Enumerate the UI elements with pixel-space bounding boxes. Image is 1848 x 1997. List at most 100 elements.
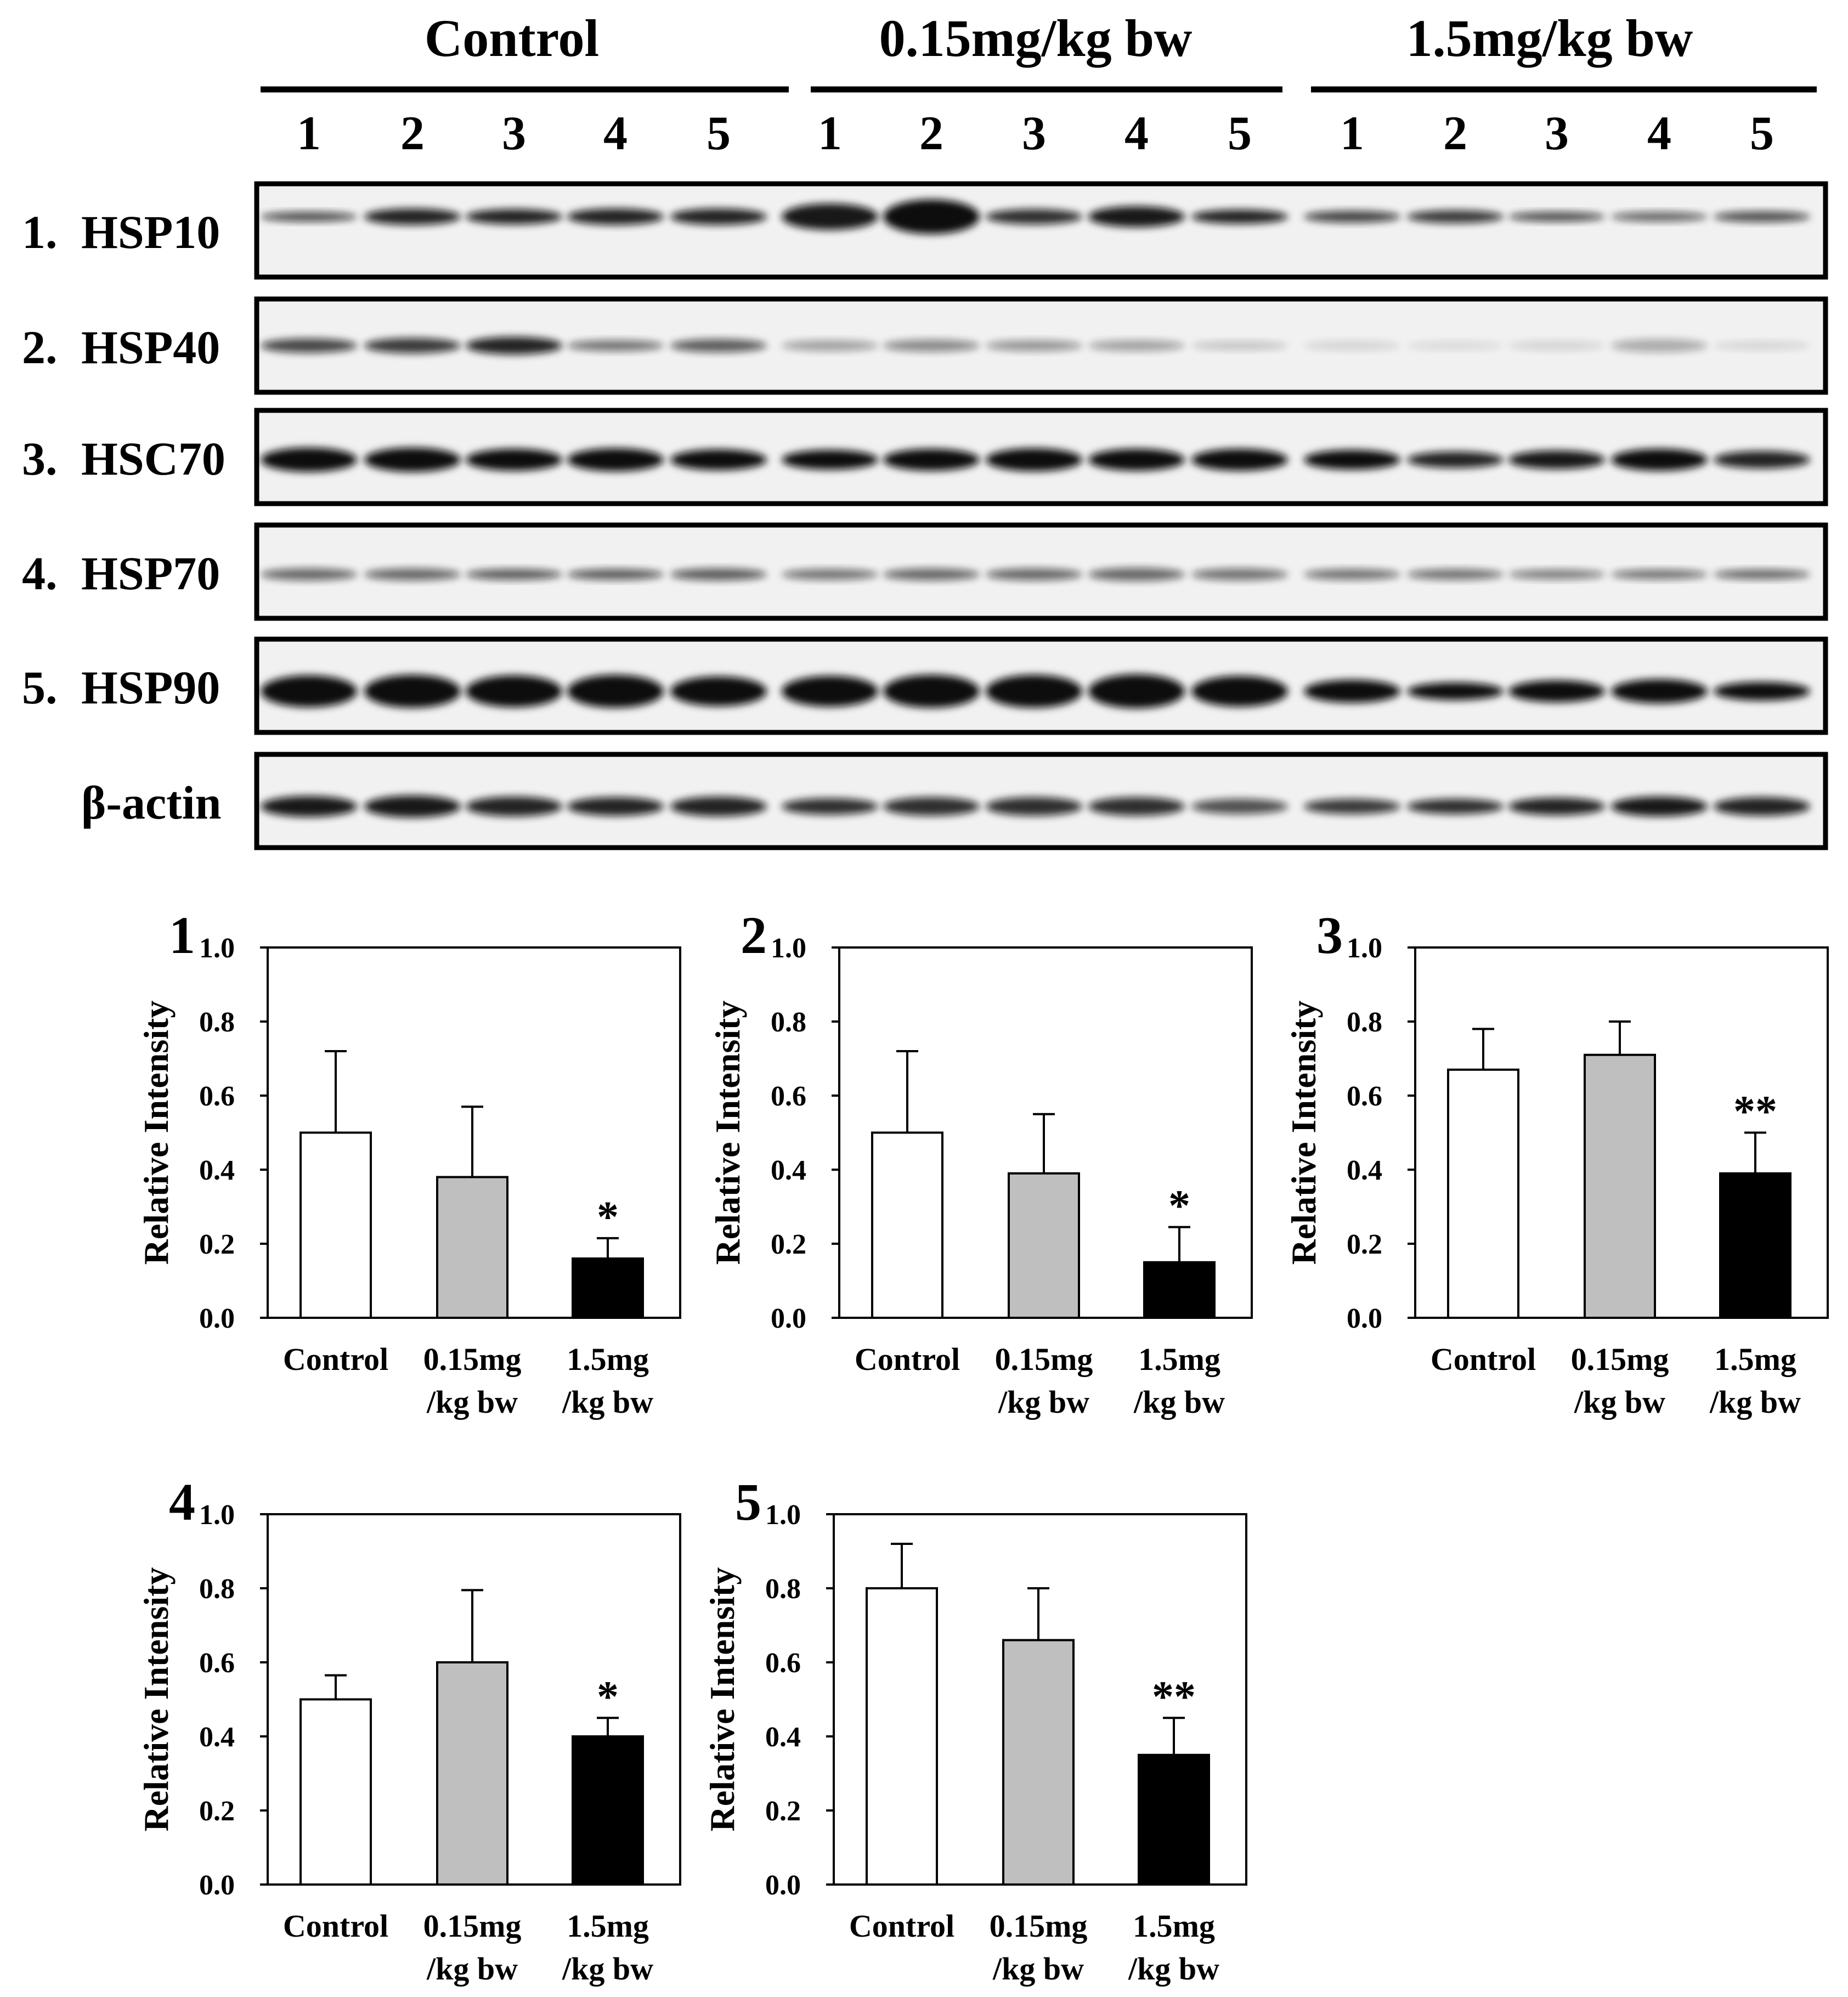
blot-band (986, 797, 1082, 816)
blot-band (670, 676, 767, 706)
lane-number: 1 (818, 107, 842, 160)
blot-band (364, 675, 461, 708)
lane-number: 4 (603, 107, 628, 160)
category-label: /kg bw (426, 1951, 518, 1987)
lane-number: 2 (400, 107, 425, 160)
lane-number: 4 (1647, 107, 1671, 160)
y-tick-label: 0.8 (771, 1007, 806, 1038)
y-axis-label: Relative Intensity (137, 1567, 176, 1832)
bar (436, 1176, 508, 1319)
bar (1143, 1261, 1216, 1319)
blot-row-label: β-actin (81, 776, 221, 829)
blot-band (364, 568, 461, 580)
lane-number: 1 (297, 107, 321, 160)
blot-band (883, 675, 980, 708)
blot-band (1191, 210, 1288, 224)
blot-band (1508, 569, 1605, 579)
blot-band (1191, 449, 1288, 471)
blot-row-number: 5. (22, 661, 58, 714)
blot-band (466, 449, 562, 471)
blot-band (986, 340, 1082, 351)
blot-band (1611, 339, 1708, 352)
chart-panel-4: 4 Relative Intensity 0.0 0.2 0.4 0.6 0.8 1.0 Con… (137, 1473, 681, 1987)
blot-row: 4. HSP70 (22, 522, 1828, 621)
blot-row-number: 1. (22, 206, 58, 258)
y-tick-label: 0.0 (765, 1870, 801, 1901)
blot-band (782, 204, 878, 230)
y-axis-label: Relative Intensity (137, 1001, 176, 1265)
blot-band (986, 675, 1082, 708)
blot-band (1508, 680, 1605, 702)
lane-number: 2 (919, 107, 943, 160)
blot-band (1304, 799, 1400, 814)
category-label: /kg bw (1574, 1384, 1665, 1420)
category-label: 1.5mg (1138, 1341, 1220, 1377)
blot-band (567, 797, 664, 816)
blot-band (1088, 206, 1185, 227)
significance-marker: * (597, 1193, 619, 1242)
y-tick-label: 0.4 (765, 1722, 801, 1753)
lane-number: 5 (1750, 107, 1774, 160)
blot-row-label: HSP10 (81, 206, 220, 258)
y-axis-label: Relative Intensity (1284, 1001, 1323, 1265)
blot-band (1088, 449, 1185, 471)
lane-number: 4 (1124, 107, 1149, 160)
blot-band (1611, 212, 1708, 222)
blot-rows: 1. HSP10 2. HSP40 3. HSC70 4. HSP70 5. HSP90 β-act… (22, 181, 1828, 850)
blot-band (567, 569, 664, 580)
category-label: /kg bw (1709, 1384, 1801, 1420)
blot-band (986, 568, 1082, 580)
blot-band (466, 569, 562, 580)
category-label: Control (283, 1908, 388, 1944)
y-tick-label: 0.4 (771, 1155, 806, 1186)
blot-band (670, 568, 767, 580)
category-label: Control (1431, 1341, 1536, 1377)
category-label: /kg bw (998, 1384, 1089, 1420)
category-label: /kg bw (562, 1951, 653, 1987)
blot-row: 5. HSP90 (22, 636, 1828, 735)
blot-band (1407, 341, 1504, 350)
y-tick-label: 0.8 (199, 1007, 235, 1038)
lane-number: 1 (1340, 107, 1364, 160)
blot-row-number: 2. (22, 321, 58, 374)
y-axis-label: Relative Intensity (708, 1001, 747, 1265)
blot-band (1611, 569, 1708, 579)
y-tick-label: 0.8 (765, 1573, 801, 1605)
blot-band (1191, 568, 1288, 580)
category-label: Control (855, 1341, 960, 1377)
y-tick-label: 1.0 (199, 933, 235, 964)
lane-number: 5 (1228, 107, 1252, 160)
chart-panel-2: 2 Relative Intensity 0.0 0.2 0.4 0.6 0.8 1.0 Con… (708, 906, 1253, 1420)
category-label: Control (849, 1908, 954, 1944)
panel-number: 5 (735, 1473, 761, 1531)
blot-band (782, 798, 878, 815)
y-tick-label: 0.4 (199, 1155, 235, 1186)
blot-band (782, 676, 878, 707)
blot-band (261, 339, 357, 353)
panel-number: 3 (1316, 906, 1343, 964)
blot-band (1088, 674, 1185, 708)
blot-band (567, 340, 664, 351)
blot-band (1714, 451, 1810, 469)
blot-band (364, 338, 461, 353)
blot-row-label: HSC70 (81, 432, 225, 485)
blot-band (1304, 211, 1400, 223)
y-tick-label: 0.6 (199, 1081, 235, 1112)
blot-band (1714, 569, 1810, 579)
blot-band (261, 796, 357, 817)
blot-band (1714, 682, 1810, 701)
blot-band (466, 209, 562, 224)
blot-band (466, 675, 562, 707)
blot-band (1714, 341, 1810, 350)
y-tick-label: 0.2 (765, 1796, 801, 1827)
category-label: 0.15mg (423, 1908, 522, 1944)
lane-number: 3 (502, 107, 526, 160)
plot-frame (267, 946, 681, 1319)
blot-band (1191, 341, 1288, 350)
blot-band (1714, 211, 1810, 222)
bar (436, 1661, 508, 1886)
blot-band (1088, 568, 1185, 581)
blot-band (986, 448, 1082, 471)
category-label: 1.5mg (1133, 1908, 1215, 1944)
blot-band (1088, 340, 1185, 351)
